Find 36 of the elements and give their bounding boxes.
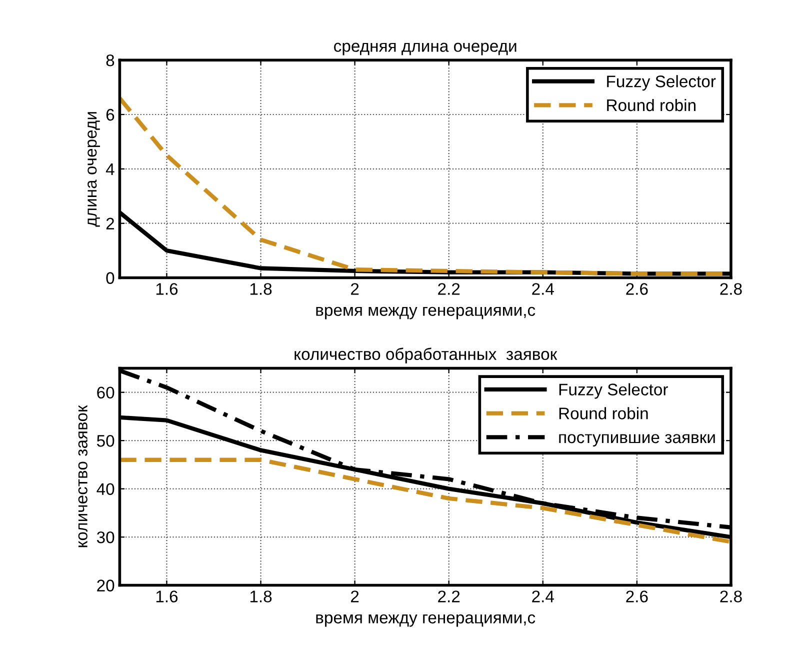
- x-tick-label: 2.2: [438, 590, 460, 602]
- x-tick-label: 2.4: [532, 590, 554, 602]
- y-tick-label: 4: [106, 164, 114, 175]
- x-tick-label: 2.2: [438, 283, 460, 295]
- x-axis-title: время между генерациями,с: [316, 306, 536, 320]
- y-axis-title: длина очереди: [88, 112, 100, 227]
- x-tick-label: 2.6: [626, 283, 648, 295]
- legend-label: Fuzzy Selector: [559, 383, 668, 399]
- y-tick-label: 6: [106, 108, 114, 121]
- x-tick-label: 2.4: [532, 283, 554, 295]
- legend-label: поступившие заявки: [559, 434, 715, 446]
- x-tick-label: 2.8: [720, 590, 742, 602]
- y-tick-label: 60: [97, 386, 114, 399]
- y-tick-label: 0: [106, 272, 114, 284]
- x-tick-label: 2.8: [720, 283, 742, 295]
- y-tick-label: 40: [96, 483, 114, 496]
- x-tick-label: 1.6: [156, 283, 178, 295]
- x-axis-title: время между генерациями,с: [316, 614, 536, 627]
- line-series: [120, 458, 731, 544]
- y-tick-label: 30: [96, 531, 114, 544]
- x-tick-label: 1.8: [250, 283, 272, 295]
- x-tick-label: 2: [351, 283, 359, 295]
- legend-label: Round robin: [607, 98, 696, 112]
- y-tick-label: 8: [106, 54, 114, 66]
- x-tick-label: 2.6: [626, 590, 648, 602]
- x-tick-label: 1.6: [156, 590, 178, 602]
- chart-title: количество обработанных заявок: [294, 348, 558, 364]
- x-tick-label: 1.8: [250, 590, 272, 602]
- y-axis-title: количество заявок: [78, 405, 88, 548]
- x-tick-label: 2: [351, 590, 359, 602]
- y-tick-label: 20: [97, 580, 114, 592]
- chart-title: средняя длина очереди: [334, 42, 516, 56]
- legend-label: Fuzzy Selector: [607, 75, 716, 91]
- y-tick-label: 50: [96, 434, 114, 447]
- legend-label: Round robin: [559, 407, 648, 420]
- y-tick-label: 2: [106, 218, 114, 230]
